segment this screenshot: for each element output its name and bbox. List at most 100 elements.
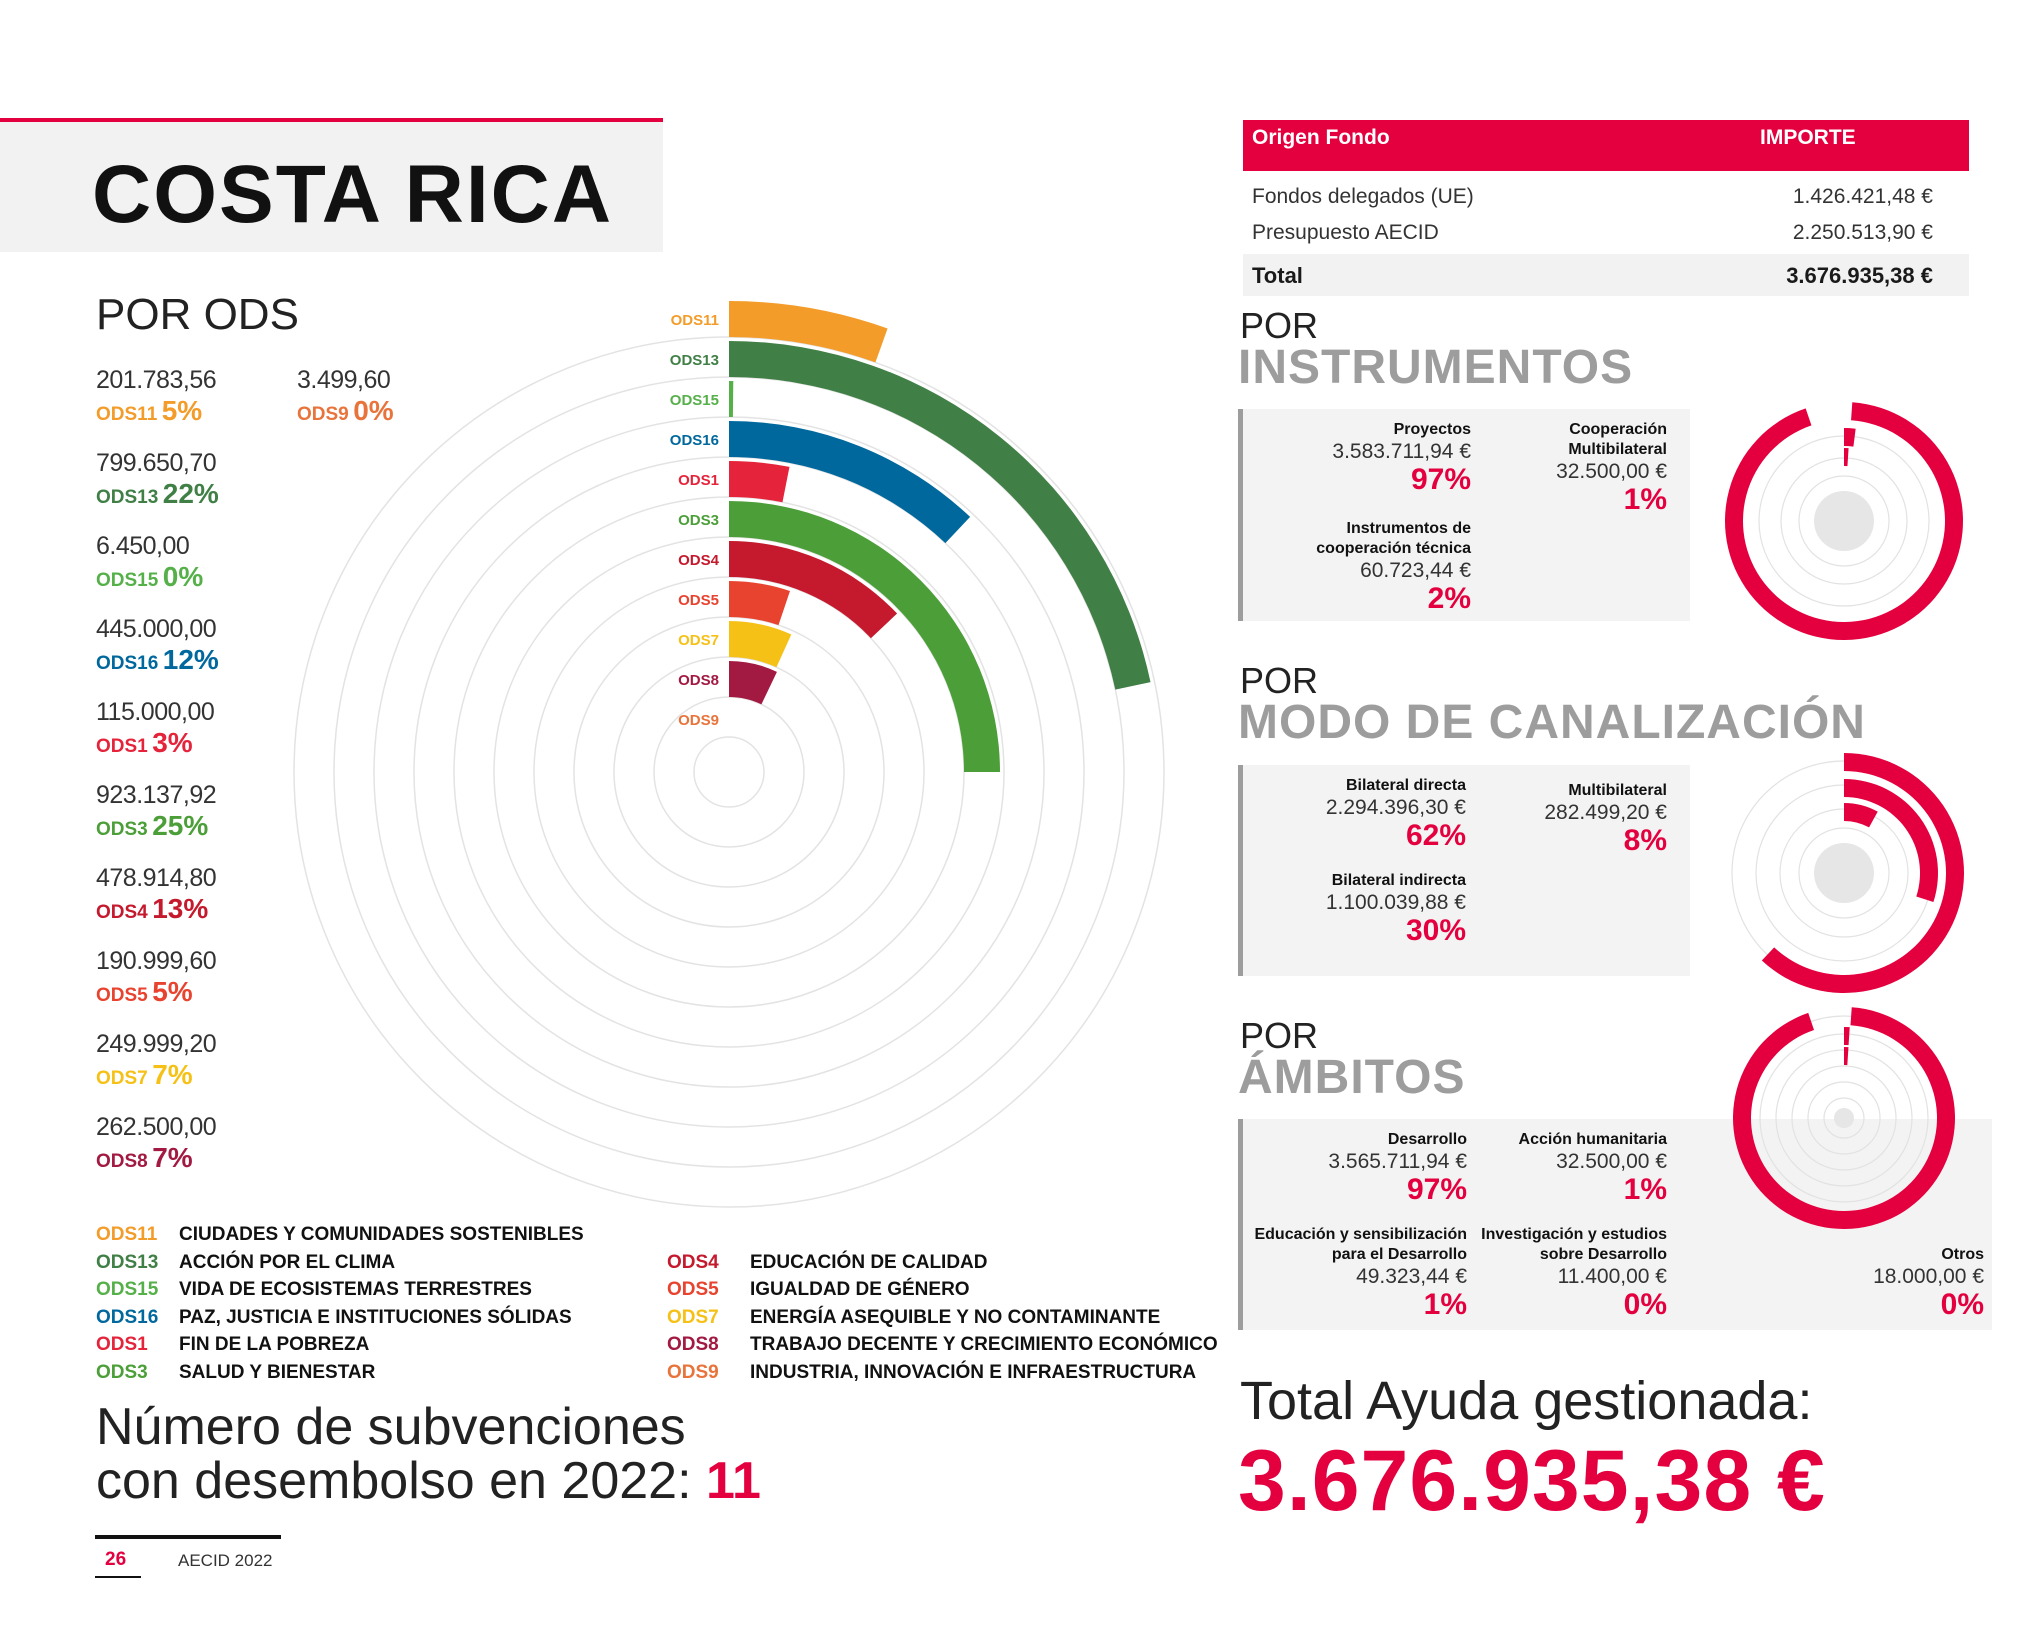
ods-value: 201.783,56 bbox=[96, 366, 217, 394]
legend-label: SALUD Y BIENESTAR bbox=[179, 1361, 376, 1383]
item-name: Investigación y estudios sobre Desarroll… bbox=[1481, 1226, 1667, 1263]
legend-item: ODS13 ACCIÓN POR EL CLIMA bbox=[96, 1252, 395, 1274]
category-label: ODS11 bbox=[671, 312, 719, 329]
title-box bbox=[0, 122, 663, 252]
subvenciones-line2: con desembolso en 2022: bbox=[96, 1452, 692, 1510]
row-amount: 2.250.513,90 € bbox=[1792, 221, 1933, 244]
table-row: Fondos delegados (UE) 1.426.421,48 € bbox=[1243, 179, 1969, 215]
ods-code: ODS4 bbox=[96, 902, 148, 923]
ods-code: ODS5 bbox=[96, 985, 148, 1006]
item-pct: 62% bbox=[1405, 819, 1466, 852]
ring-segment bbox=[1844, 779, 1938, 903]
ods-value: 445.000,00 bbox=[96, 615, 217, 643]
ambitos-donut-chart bbox=[1733, 1007, 1955, 1229]
item-amount: 3.565.711,94 € bbox=[1328, 1150, 1467, 1173]
bar-ods1 bbox=[729, 461, 790, 503]
bar-ods5 bbox=[729, 581, 790, 626]
ods-pct: 5% bbox=[161, 395, 203, 426]
ring-segment bbox=[1844, 428, 1856, 447]
item-name: Instrumentos de cooperación técnica bbox=[1316, 520, 1471, 557]
row-origin: Presupuesto AECID bbox=[1252, 221, 1439, 244]
item-amount: 11.400,00 € bbox=[1557, 1265, 1667, 1288]
ods-list-item: 249.999,20 ODS7 7% bbox=[96, 1030, 296, 1091]
ods-code: ODS9 bbox=[297, 404, 349, 425]
ods-pct: 7% bbox=[152, 1059, 193, 1090]
ods-code: ODS16 bbox=[96, 653, 159, 674]
canalizacion-por: POR bbox=[1240, 660, 1319, 701]
center-disc bbox=[1814, 843, 1874, 903]
item-pct: 1% bbox=[1623, 1173, 1667, 1206]
grid-ring bbox=[1807, 1081, 1881, 1155]
ods-list-item: 799.650,70 ODS13 22% bbox=[96, 449, 296, 510]
total-ayuda-label: Total Ayuda gestionada: bbox=[1240, 1371, 1813, 1431]
legend-label: INDUSTRIA, INNOVACIÓN E INFRAESTRUCTURA bbox=[750, 1361, 1197, 1383]
grid-ring bbox=[1823, 1097, 1865, 1139]
ods-list-item: 478.914,80 ODS4 13% bbox=[96, 864, 296, 925]
item-amount: 3.583.711,94 € bbox=[1332, 440, 1471, 463]
ods-value: 923.137,92 bbox=[96, 781, 217, 809]
legend-code: ODS8 bbox=[667, 1334, 719, 1355]
instrumentos-item-multibilateral: Cooperación Multibilateral 32.500,00 € 1… bbox=[1527, 420, 1667, 516]
legend-label: IGUALDAD DE GÉNERO bbox=[750, 1279, 970, 1300]
ambitos-item-investigacion: Investigación y estudios sobre Desarroll… bbox=[1467, 1225, 1667, 1321]
category-label: ODS4 bbox=[678, 552, 720, 569]
fund-origin-table: Origen Fondo IMPORTE Fondos delegados (U… bbox=[1243, 120, 1969, 296]
total-amount: 3.676.935,38 € bbox=[1786, 263, 1933, 288]
legend-item: ODS9 INDUSTRIA, INNOVACIÓN E INFRAESTRUCT… bbox=[667, 1362, 1196, 1384]
category-label: ODS15 bbox=[670, 392, 719, 409]
ods-pct: 0% bbox=[353, 395, 394, 426]
item-name: Multibilateral bbox=[1568, 782, 1667, 799]
ods-pct: 12% bbox=[162, 644, 219, 675]
item-name: Bilateral directa bbox=[1345, 777, 1466, 794]
category-label: ODS3 bbox=[678, 512, 719, 529]
ods-value: 478.914,80 bbox=[96, 864, 217, 892]
ods-section-title: POR ODS bbox=[96, 290, 299, 339]
legend-item: ODS3 SALUD Y BIENESTAR bbox=[96, 1362, 375, 1384]
legend-label: ACCIÓN POR EL CLIMA bbox=[179, 1251, 396, 1273]
ring-segment bbox=[1844, 803, 1878, 828]
ods-list-item: 115.000,00 ODS1 3% bbox=[96, 698, 296, 759]
ods-code: ODS13 bbox=[96, 487, 159, 508]
grid-ring bbox=[1791, 1065, 1897, 1171]
ring-segment bbox=[1844, 1027, 1850, 1046]
ring-segment bbox=[1761, 753, 1964, 993]
item-name: Proyectos bbox=[1393, 421, 1471, 438]
bar-ods3 bbox=[729, 501, 1000, 772]
center-disc bbox=[1814, 491, 1874, 551]
table-row: Presupuesto AECID 2.250.513,90 € bbox=[1243, 215, 1969, 251]
bar-ods7 bbox=[729, 621, 792, 668]
ods-list-item: 201.783,56 ODS11 5% bbox=[96, 366, 296, 427]
ods-value: 3.499,60 bbox=[297, 366, 391, 394]
bar-ods13 bbox=[729, 341, 1151, 690]
publication-name: AECID 2022 bbox=[178, 1551, 273, 1570]
category-label: ODS13 bbox=[670, 352, 719, 369]
canalizacion-donut-chart bbox=[1731, 753, 1964, 993]
ods-pct: 13% bbox=[152, 893, 209, 924]
ambitos-por: POR bbox=[1240, 1015, 1319, 1056]
ods-value: 799.650,70 bbox=[96, 449, 217, 477]
item-name: Educación y sensibilización para el Desa… bbox=[1254, 1226, 1467, 1263]
footer-rule bbox=[95, 1535, 281, 1539]
legend-label: FIN DE LA POBREZA bbox=[179, 1334, 370, 1355]
item-name: Cooperación Multibilateral bbox=[1568, 421, 1667, 458]
bar-ods8 bbox=[729, 661, 777, 705]
bar-ods4 bbox=[729, 541, 898, 639]
item-name: Otros bbox=[1941, 1246, 1984, 1263]
title-rule bbox=[0, 118, 663, 122]
item-amount: 32.500,00 € bbox=[1556, 460, 1667, 483]
ods-value: 190.999,60 bbox=[96, 947, 217, 975]
subvenciones-text: Número de subvenciones con desembolso en… bbox=[96, 1400, 761, 1508]
bar-ods15 bbox=[729, 381, 734, 418]
legend-item: ODS16 PAZ, JUSTICIA E INSTITUCIONES SÓLID… bbox=[96, 1307, 572, 1329]
item-pct: 8% bbox=[1623, 824, 1667, 857]
grid-ring bbox=[653, 696, 805, 848]
instrumentos-title: INSTRUMENTOS bbox=[1238, 341, 1634, 394]
canalizacion-item-bilateral-directa: Bilateral directa 2.294.396,30 € 62% bbox=[1246, 776, 1466, 852]
item-pct: 97% bbox=[1406, 1173, 1467, 1206]
item-amount: 60.723,44 € bbox=[1360, 559, 1471, 582]
ods-code: ODS11 bbox=[96, 404, 158, 425]
legend-code: ODS5 bbox=[667, 1279, 719, 1300]
item-amount: 49.323,44 € bbox=[1356, 1265, 1467, 1288]
page-number: 26 bbox=[105, 1549, 127, 1570]
ring-segment bbox=[1844, 1047, 1849, 1066]
